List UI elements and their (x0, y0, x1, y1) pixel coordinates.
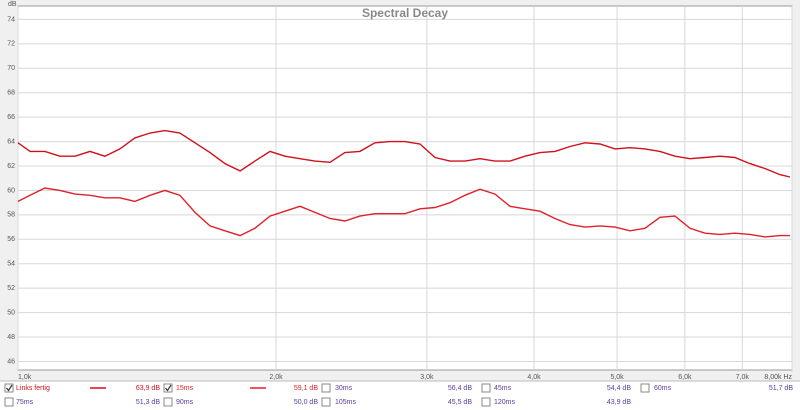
legend-label: Links fertig (16, 385, 50, 392)
legend-label: 30ms (335, 385, 353, 392)
y-tick-label: 58 (7, 212, 15, 219)
legend-label: 75ms (16, 399, 34, 406)
x-tick-label: 8,00k Hz (764, 374, 792, 381)
y-tick-label: 52 (7, 285, 15, 292)
chart-title: Spectral Decay (362, 6, 448, 20)
x-tick-label: 1,0k (18, 374, 32, 381)
y-tick-label: 50 (7, 309, 15, 316)
checkbox[interactable] (481, 383, 491, 393)
legend-readout: 43,9 dB (607, 399, 631, 406)
legend-readout: 59,1 dB (294, 385, 318, 392)
x-tick-label: 4,0k (527, 374, 541, 381)
x-tick-label: 2,0k (269, 374, 283, 381)
legend-label: 15ms (176, 385, 194, 392)
legend-label: 105ms (335, 399, 357, 406)
checkbox[interactable] (4, 397, 14, 407)
legend-label: 90ms (176, 399, 194, 406)
legend-readout: 54,4 dB (607, 385, 631, 392)
checkbox[interactable] (640, 383, 650, 393)
y-tick-label: 68 (7, 90, 15, 97)
checkbox[interactable] (321, 397, 331, 407)
y-tick-label: 46 (7, 358, 15, 365)
legend-readout: 63,9 dB (136, 385, 160, 392)
legend-area (0, 381, 800, 410)
y-tick-label: 62 (7, 163, 15, 170)
y-tick-label: 74 (7, 16, 15, 23)
x-tick-label: 7,0k (736, 374, 750, 381)
checkbox[interactable] (163, 383, 173, 393)
x-tick-label: 3,0k (420, 374, 434, 381)
y-tick-label: 64 (7, 138, 15, 145)
y-tick-label: 48 (7, 334, 15, 341)
y-tick-label: 66 (7, 114, 15, 121)
legend-label: 60ms (654, 385, 672, 392)
legend-readout: 45,5 dB (448, 399, 472, 406)
checkbox[interactable] (481, 397, 491, 407)
legend-label: 120ms (494, 399, 516, 406)
plot-area (17, 5, 793, 371)
y-tick-label: 72 (7, 41, 15, 48)
checkbox[interactable] (4, 383, 14, 393)
y-unit: dB (8, 1, 17, 8)
x-tick-label: 5,0k (610, 374, 624, 381)
legend-readout: 56,4 dB (448, 385, 472, 392)
y-tick-label: 70 (7, 65, 15, 72)
legend-readout: 51,7 dB (769, 385, 793, 392)
checkmark (165, 384, 172, 392)
series-line (17, 129, 791, 178)
y-tick-label: 56 (7, 236, 15, 243)
y-tick-label: 54 (7, 261, 15, 268)
checkmark (6, 384, 13, 392)
legend-label: 45ms (494, 385, 512, 392)
y-tick-label: 60 (7, 187, 15, 194)
checkbox[interactable] (163, 397, 173, 407)
legend-readout: 51,3 dB (136, 399, 160, 406)
checkbox[interactable] (321, 383, 331, 393)
x-tick-label: 6,0k (678, 374, 692, 381)
series-line (17, 187, 790, 238)
legend-readout: 50,0 dB (294, 399, 318, 406)
